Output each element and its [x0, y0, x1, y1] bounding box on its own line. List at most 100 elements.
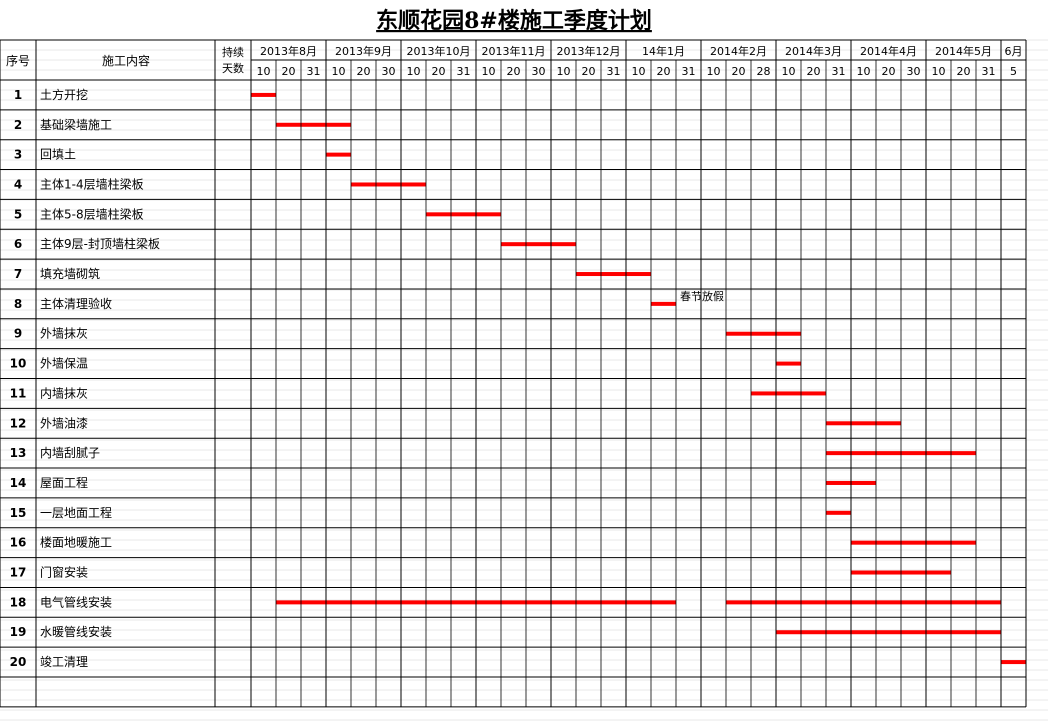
- day-tick-label: 5: [1010, 65, 1017, 78]
- month-label: 2013年8月: [260, 44, 317, 58]
- duration-header-2: 天数: [222, 62, 244, 75]
- month-header-row: 2013年8月 2013年9月 2013年10月 2013年11月 2013年12月 14…: [260, 44, 1023, 58]
- day-tick-label: 30: [382, 65, 396, 78]
- day-tick-label: 20: [657, 65, 671, 78]
- duration-header-1: 持续: [222, 45, 244, 59]
- month-label: 2014年3月: [785, 44, 842, 58]
- day-tick-label: 20: [732, 65, 746, 78]
- spring-festival-note: 春节放假: [680, 289, 724, 303]
- month-label: 2014年4月: [860, 44, 917, 58]
- day-tick-label: 31: [307, 65, 321, 78]
- task-bar: [326, 152, 351, 157]
- task-name: 主体1-4层墙柱梁板: [40, 176, 144, 191]
- task-seq: 18: [10, 595, 27, 609]
- task-seq: 12: [10, 416, 27, 430]
- task-seq: 9: [14, 327, 22, 341]
- task-bar: [851, 540, 976, 545]
- day-tick-label: 30: [532, 65, 546, 78]
- page-title: 东顺花园8#楼施工季度计划: [376, 8, 652, 34]
- task-bar: [251, 92, 276, 97]
- day-tick-label: 10: [407, 65, 421, 78]
- task-name: 电气管线安装: [40, 594, 112, 609]
- task-name: 屋面工程: [40, 475, 88, 490]
- task-rows: 1 土方开挖 2 基础梁墙施工 3 回填土 4 主体1-4层墙柱梁板 5 主体5-8层墙柱梁板 6 主…: [10, 87, 160, 669]
- task-bar: [776, 630, 1001, 635]
- task-name: 一层地面工程: [40, 505, 112, 520]
- day-tick-label: 10: [257, 65, 271, 78]
- month-label: 2013年9月: [335, 44, 392, 58]
- task-name: 竣工清理: [40, 654, 88, 669]
- table-header: 序号 施工内容 持续 天数: [6, 45, 244, 75]
- day-tick-label: 20: [432, 65, 446, 78]
- day-tick-label: 10: [932, 65, 946, 78]
- day-tick-label: 20: [957, 65, 971, 78]
- day-tick-label: 20: [357, 65, 371, 78]
- day-tick-label: 20: [507, 65, 521, 78]
- day-tick-label: 31: [607, 65, 621, 78]
- day-tick-label: 20: [807, 65, 821, 78]
- month-label: 6月: [1005, 45, 1023, 58]
- day-tick-label: 20: [282, 65, 296, 78]
- task-seq: 15: [10, 506, 27, 520]
- task-bar: [826, 421, 901, 426]
- task-name: 填充墙砌筑: [40, 266, 100, 281]
- task-seq: 5: [14, 207, 22, 221]
- task-bar: [651, 301, 676, 306]
- task-name: 外墙油漆: [40, 416, 88, 430]
- task-seq: 13: [10, 446, 27, 460]
- task-seq: 14: [10, 476, 27, 490]
- task-name: 基础梁墙施工: [40, 117, 112, 132]
- day-tick-label: 10: [557, 65, 571, 78]
- month-label: 2013年11月: [482, 44, 546, 58]
- task-name: 主体清理验收: [40, 296, 112, 311]
- day-tick-label: 20: [882, 65, 896, 78]
- day-tick-label: 10: [782, 65, 796, 78]
- day-tick-label: 31: [832, 65, 846, 78]
- task-name: 外墙保温: [40, 357, 88, 371]
- seq-header: 序号: [6, 53, 30, 68]
- day-tick-label: 10: [857, 65, 871, 78]
- task-seq: 16: [10, 536, 27, 550]
- month-label: 2013年12月: [557, 44, 621, 58]
- task-bar: [1001, 660, 1026, 665]
- task-name: 主体9层-封顶墙柱梁板: [40, 236, 160, 251]
- day-tick-label: 31: [457, 65, 471, 78]
- task-bar: [776, 361, 801, 366]
- day-tick-label: 31: [682, 65, 696, 78]
- content-header: 施工内容: [102, 53, 150, 68]
- day-tick-label: 30: [907, 65, 921, 78]
- month-label: 2013年10月: [407, 44, 471, 58]
- task-bar: [426, 212, 501, 217]
- task-bar: [501, 242, 576, 247]
- table-grid: [0, 39, 1027, 708]
- task-bar: [576, 272, 651, 277]
- task-seq: 8: [14, 297, 22, 311]
- month-label: 2014年5月: [935, 44, 992, 58]
- task-seq: 20: [10, 655, 27, 669]
- task-seq: 19: [10, 625, 27, 639]
- task-seq: 3: [14, 148, 22, 162]
- task-seq: 11: [10, 386, 27, 400]
- task-seq: 2: [14, 118, 22, 132]
- task-seq: 10: [10, 357, 27, 371]
- day-tick-label: 28: [757, 65, 771, 78]
- task-bar: [726, 331, 801, 336]
- day-tick-label: 10: [332, 65, 346, 78]
- day-tick-label: 10: [707, 65, 721, 78]
- task-name: 门窗安装: [40, 565, 88, 580]
- task-name: 外墙抹灰: [40, 327, 88, 341]
- task-seq: 6: [14, 237, 22, 251]
- background-grid: [0, 39, 1048, 721]
- task-name: 内墙抹灰: [40, 386, 88, 400]
- day-tick-label: 31: [982, 65, 996, 78]
- task-name: 主体5-8层墙柱梁板: [40, 206, 144, 221]
- day-tick-label: 10: [632, 65, 646, 78]
- task-name: 内墙刮腻子: [40, 446, 100, 460]
- task-bar: [276, 122, 351, 127]
- task-name: 楼面地暖施工: [40, 535, 112, 550]
- day-tick-label: 20: [582, 65, 596, 78]
- task-bar: [726, 600, 1001, 605]
- day-tick-label: 10: [482, 65, 496, 78]
- task-bar: [826, 510, 851, 515]
